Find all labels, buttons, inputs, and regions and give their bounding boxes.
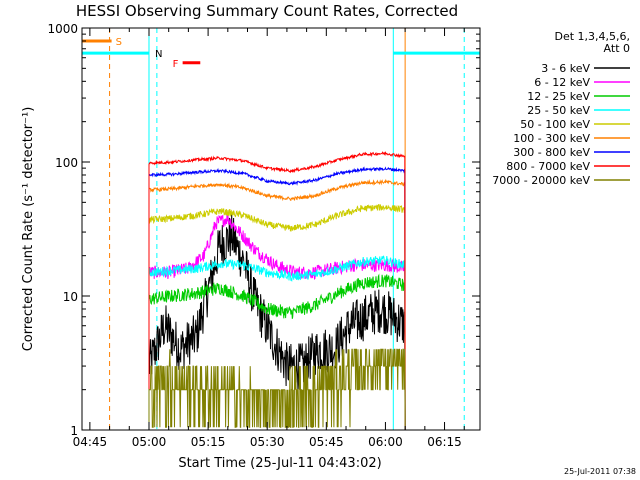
- interval-label-s: S: [116, 37, 122, 48]
- legend-label: 300 - 800 keV: [513, 146, 590, 159]
- x-tick-label: 06:15: [427, 435, 462, 449]
- chart-title: HESSI Observing Summary Count Rates, Cor…: [76, 2, 458, 20]
- legend-label: 7000 - 20000 keV: [492, 174, 590, 187]
- x-tick-label: 05:45: [309, 435, 344, 449]
- series-line-7000-20000keV: [148, 348, 406, 431]
- x-tick-label: 04:45: [73, 435, 108, 449]
- interval-label-n: N: [155, 49, 162, 60]
- y-tick-label: 1000: [47, 22, 78, 36]
- legend-label: 25 - 50 keV: [527, 104, 590, 117]
- y-axis: 1 10 100 1000: [47, 22, 480, 438]
- series-line-3-6keV: [148, 213, 406, 431]
- legend-title: Det 1,3,4,5,6,: [554, 30, 630, 43]
- interval-label-f: F: [173, 59, 179, 70]
- y-tick-label: 10: [63, 290, 78, 304]
- timestamp: 25-Jul-2011 07:38: [564, 467, 636, 476]
- x-tick-label: 06:00: [368, 435, 403, 449]
- x-tick-label: 05:00: [132, 435, 167, 449]
- x-axis: 04:45 05:00 05:15 05:30 05:45 06:00 06:15: [73, 28, 465, 449]
- x-axis-label: Start Time (25-Jul-11 04:43:02): [178, 456, 381, 471]
- series-line-800-7000keV: [148, 151, 406, 431]
- y-axis-label: Corrected Count Rate (s⁻¹ detector⁻¹): [21, 107, 36, 352]
- legend-label: 50 - 100 keV: [520, 118, 590, 131]
- series-line-100-300keV: [148, 178, 406, 431]
- y-tick-label: 100: [55, 156, 78, 170]
- x-tick-label: 05:30: [250, 435, 285, 449]
- legend-label: 800 - 7000 keV: [506, 160, 590, 173]
- legend-subtitle: Att 0: [604, 42, 630, 55]
- y-tick-label: 1: [70, 424, 78, 438]
- series-line-25-50keV: [148, 255, 406, 431]
- legend-label: 100 - 300 keV: [513, 132, 590, 145]
- x-tick-label: 05:15: [191, 435, 226, 449]
- series-line-300-800keV: [148, 166, 406, 431]
- plot-frame: [81, 27, 481, 431]
- legend-label: 12 - 25 keV: [527, 90, 590, 103]
- series-line-12-25keV: [148, 273, 406, 431]
- series-line-50-100keV: [148, 204, 406, 431]
- legend-label: 3 - 6 keV: [541, 62, 590, 75]
- plot-area: S NF: [82, 28, 480, 431]
- legend-label: 6 - 12 keV: [534, 76, 590, 89]
